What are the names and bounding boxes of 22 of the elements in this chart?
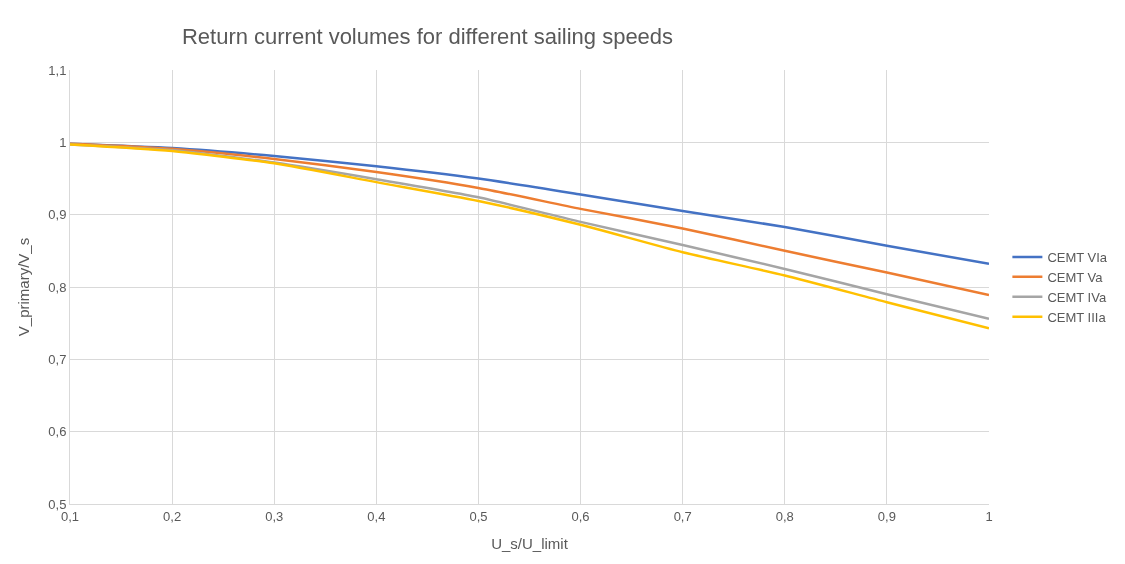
y-tick-label: 1,1 bbox=[48, 62, 67, 78]
x-tick-label: 1 bbox=[985, 508, 993, 524]
legend-label: CEMT IVa bbox=[1047, 289, 1107, 305]
y-tick-label: 0,7 bbox=[48, 351, 67, 367]
x-tick-label: 0,7 bbox=[673, 508, 692, 524]
y-tick-label: 1 bbox=[59, 134, 67, 150]
y-tick-label: 0,9 bbox=[48, 207, 67, 223]
x-tick-label: 0,9 bbox=[877, 508, 896, 524]
legend-label: CEMT IIIa bbox=[1047, 309, 1107, 325]
x-axis-title: U_s/U_limit bbox=[491, 534, 569, 552]
x-tick-label: 0,6 bbox=[571, 508, 590, 524]
y-tick-label: 0,6 bbox=[48, 424, 67, 440]
y-axis-title: V_primary/V_s bbox=[14, 237, 32, 337]
legend-label: CEMT VIa bbox=[1047, 250, 1108, 266]
x-tick-label: 0,5 bbox=[469, 508, 488, 524]
x-tick-label: 0,2 bbox=[163, 508, 182, 524]
x-tick-label: 0,4 bbox=[367, 508, 386, 524]
legend-label: CEMT Va bbox=[1047, 269, 1104, 285]
chart-title: Return current volumes for different sailing speeds bbox=[181, 23, 674, 49]
x-tick-label: 0,8 bbox=[775, 508, 794, 524]
y-tick-label: 0,8 bbox=[48, 279, 67, 295]
x-tick-label: 0,3 bbox=[265, 508, 284, 524]
